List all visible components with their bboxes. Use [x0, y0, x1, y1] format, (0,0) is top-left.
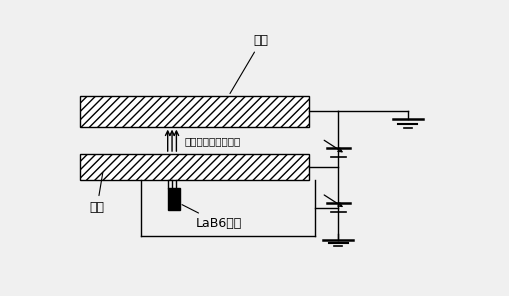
Bar — [79, 96, 308, 127]
Text: 发射到达阳极的电子: 发射到达阳极的电子 — [184, 136, 240, 147]
Bar — [79, 154, 308, 180]
Text: 栅极: 栅极 — [89, 173, 104, 214]
Bar — [168, 188, 179, 210]
Text: LaB6阴极: LaB6阴极 — [182, 205, 242, 230]
Text: 阳极: 阳极 — [230, 34, 268, 94]
